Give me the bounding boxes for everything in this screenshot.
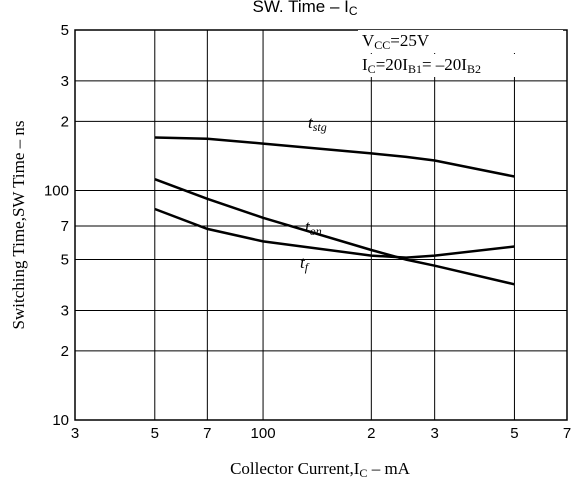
y-tick-label: 7 <box>61 218 69 235</box>
text-part: =25V <box>390 31 430 50</box>
subscript: C <box>349 4 358 18</box>
text-part: t <box>308 113 314 132</box>
text-part: Switching Time,SW Time – ns <box>9 121 28 330</box>
y-tick-label: 5 <box>61 22 69 39</box>
y-tick-label: 3 <box>61 73 69 90</box>
y-tick-label: 100 <box>44 182 69 199</box>
text-part: t <box>300 253 306 272</box>
y-tick-label: 2 <box>61 343 69 360</box>
series-label: ton <box>305 217 322 238</box>
x-tick-label: 2 <box>367 425 375 442</box>
text-part: t <box>305 217 311 236</box>
plot-frame <box>74 29 568 421</box>
annotation-bg <box>358 54 563 77</box>
x-tick-label: 5 <box>151 425 159 442</box>
y-tick-label: 3 <box>61 302 69 319</box>
text-part: V <box>362 31 375 50</box>
text-part: SW. Time – I <box>252 0 348 16</box>
x-tick-label: 3 <box>430 425 438 442</box>
subscript: B2 <box>467 62 481 76</box>
x-tick-label: 7 <box>203 425 211 442</box>
y-tick-label: 2 <box>61 113 69 130</box>
subscript: stg <box>313 120 327 134</box>
annotation: IC=20IB1= –20IB2 <box>362 55 481 76</box>
text-part: – mA <box>367 459 410 478</box>
series-label: tf <box>300 253 310 274</box>
chart-title: SW. Time – IC <box>252 0 357 18</box>
subscript: on <box>310 224 322 238</box>
subscript: f <box>305 260 310 274</box>
y-tick-label: 5 <box>61 252 69 269</box>
series-line <box>154 207 515 259</box>
x-tick-label: 100 <box>251 425 276 442</box>
text-part: =20I <box>376 55 409 74</box>
annotation-bg <box>358 30 563 53</box>
x-tick-label: 7 <box>563 425 571 442</box>
series-line <box>154 178 515 286</box>
subscript: B1 <box>408 62 422 76</box>
y-axis-label: Switching Time,SW Time – ns <box>9 121 28 330</box>
series-line <box>154 136 515 178</box>
x-tick-label: 3 <box>71 425 79 442</box>
series-label: tstg <box>308 113 327 134</box>
x-axis-label: Collector Current,IC – mA <box>230 459 411 480</box>
text-part: I <box>362 55 368 74</box>
subscript: CC <box>374 38 390 52</box>
y-tick-label: 10 <box>52 412 69 429</box>
text-part: Collector Current,I <box>230 459 360 478</box>
subscript: C <box>359 466 367 480</box>
x-tick-label: 5 <box>510 425 518 442</box>
text-part: = –20I <box>422 55 467 74</box>
annotation: VCC=25V <box>362 31 430 52</box>
subscript: C <box>368 62 376 76</box>
